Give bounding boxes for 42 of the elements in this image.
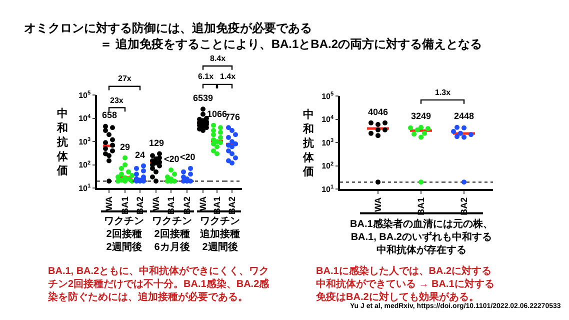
text: 8.4x [210, 54, 226, 63]
ref-line-label: 2448 [454, 111, 474, 121]
annotation: 1.3x [435, 88, 452, 97]
y-tick-label: 10$^{5}$ [78, 90, 91, 100]
x-axis-title: ワクチン2回接種6カ月後 [152, 216, 192, 253]
ref-line-label: 1066 [207, 109, 228, 119]
y-tick-label: 10$^{2}$ [78, 160, 91, 170]
ref-line-label: 4046 [368, 107, 388, 117]
text: BA.1, BA.2ともに、中和抗体ができにくく、ワクチン2回接種だけでは不十分。BA.1感染、BA.2感染を防ぐためには、追加接種が必要である。 [47, 265, 270, 303]
text: 27x [118, 74, 132, 83]
x-tick-label: WA [104, 196, 114, 211]
ref-line-label: 3249 [411, 111, 432, 121]
text: ＝ 追加免疫をすることにより、BA.1とBA.2の両方に対する備えとなる [100, 37, 482, 51]
x-axis-title: ワクチン追加接種2週間後 [199, 216, 240, 253]
ref-line-label: 24 [135, 150, 146, 160]
ref-line-label: <20 [164, 154, 180, 164]
y-tick-label: 10$^{5}$ [322, 92, 334, 101]
y-tick-label: 10$^{3}$ [78, 137, 91, 146]
y-tick-label: 10$^{1}$ [322, 184, 334, 194]
x-tick-label: WA [198, 196, 208, 211]
y-axis-title: 中和抗体価 [302, 108, 315, 178]
ref-line-label: 129 [149, 138, 164, 148]
x-tick-label: WA [150, 196, 161, 211]
text: 1.4x [220, 72, 236, 81]
y-tick-label: 10$^{1}$ [78, 184, 91, 193]
ref-line-label: <20 [180, 152, 196, 162]
ref-line-label: 658 [102, 110, 118, 120]
y-tick-label: 10$^{2}$ [322, 161, 334, 171]
annotation: 23x [110, 96, 124, 105]
text: オミクロンに対する防御には、追加免疫が必要である [24, 21, 312, 35]
x-axis-title: ワクチン2回接種2週間後 [104, 216, 144, 253]
y-tick-label: 10$^{4}$ [322, 114, 335, 124]
x-tick-label: WA [372, 196, 383, 212]
ref-line-label: 29 [120, 142, 130, 152]
y-tick-label: 10$^{3}$ [322, 138, 334, 148]
ref-line-label: 6539 [193, 93, 214, 103]
y-axis-title: 中和抗体価 [56, 107, 69, 178]
ref-line-label: 776 [225, 112, 240, 122]
text: BA.1に感染した人では、BA.2に対する中和抗体ができている → BA.1に対する免疫はBA.2に対しても効果がある。 [315, 265, 494, 303]
text: 6.1x [198, 72, 214, 81]
y-tick-label: 10$^{4}$ [78, 114, 92, 124]
x-axis-title: BA.1感染者の血清には元の株、BA.1, BA.2のいずれも中和する中和抗体が存在する [350, 218, 493, 256]
